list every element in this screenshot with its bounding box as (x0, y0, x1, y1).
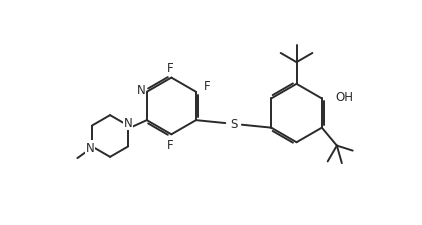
Text: S: S (230, 118, 237, 131)
Text: OH: OH (335, 90, 353, 104)
Text: F: F (167, 62, 174, 75)
Text: F: F (167, 138, 174, 151)
Text: N: N (137, 83, 145, 96)
Text: N: N (124, 117, 133, 130)
Text: F: F (203, 80, 210, 93)
Text: N: N (86, 142, 95, 155)
